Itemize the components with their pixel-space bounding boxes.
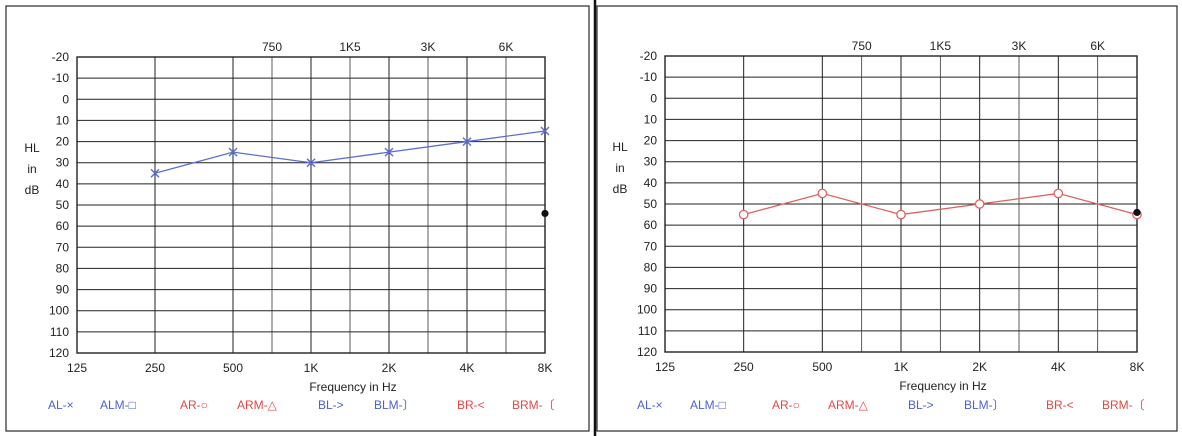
data-point-circle-marker [896,209,906,220]
x-tick-label: 4K [460,361,475,375]
y-axis-label: HL [612,140,628,154]
legend-entry: BRM-〔 [512,398,555,412]
y-tick-label: -20 [640,49,658,63]
x-tick-label: 1K [304,361,319,375]
x-tick-label: 500 [223,361,243,375]
y-tick-label: 30 [56,156,70,170]
x-tick-label: 8K [1130,360,1145,374]
x-tick-label: 125 [67,361,87,375]
y-tick-label: 70 [644,239,658,253]
x-top-tick-label: 6K [1090,39,1105,53]
x-tick-label: 1K [894,360,909,374]
y-tick-label: 120 [49,346,69,360]
y-tick-label: 110 [638,324,657,338]
y-axis-label: dB [25,183,40,197]
x-tick-label: 8K [538,361,553,375]
y-axis-label: HL [24,141,40,155]
x-tick-label: 4K [1051,360,1066,374]
y-tick-label: 20 [56,135,70,149]
y-tick-label: 80 [56,261,70,275]
series-line-al [154,130,546,174]
series-line-ar [743,192,1138,216]
legend-entry: BR-< [1046,398,1074,412]
legend-entry: BRM-〔 [1102,398,1145,412]
plot-border [76,56,546,354]
data-point-circle-marker [738,209,749,220]
x-tick-label: 500 [812,360,832,374]
x-top-tick-label: 1K5 [339,40,361,54]
y-tick-label: 20 [644,134,658,148]
data-point-x-marker [540,126,550,136]
y-tick-label: -20 [52,50,70,64]
y-tick-label: 80 [644,260,658,274]
data-point-circle-marker [974,199,985,209]
legend-entry: BLM-〕 [964,398,1005,412]
panel-frame-1 [5,5,590,432]
x-axis-label: Frequency in Hz [899,379,986,393]
legend-entry: ARM-△ [237,398,278,412]
data-point-circle-marker [817,188,828,199]
y-tick-label: 70 [56,240,70,254]
legend-entry: BR-< [457,398,485,412]
x-top-tick-label: 1K5 [930,39,952,53]
y-axis-label: dB [613,182,628,196]
x-tick-label: 2K [382,361,397,375]
y-tick-label: -10 [52,71,70,85]
y-tick-label: 10 [56,113,70,127]
legend-entry: ARM-△ [828,398,869,412]
data-point-x-marker [228,147,238,157]
x-top-tick-label: 3K [421,40,436,54]
x-top-tick-label: 750 [852,39,872,53]
x-top-tick-label: 3K [1012,39,1027,53]
y-tick-label: 60 [56,219,70,233]
x-tick-label: 125 [655,360,675,374]
y-tick-label: 10 [644,112,658,126]
y-tick-label: 100 [49,304,69,318]
legend-entry: BL-> [318,398,344,412]
x-axis-label: Frequency in Hz [309,380,396,394]
y-tick-label: 50 [644,197,658,211]
data-point-x-marker [462,137,472,147]
y-tick-label: -10 [640,70,658,84]
legend-entry: ALM-□ [100,398,136,412]
y-tick-label: 90 [56,283,70,297]
panel-frame-2 [596,5,1178,432]
x-top-tick-label: 6K [499,40,514,54]
data-point-dot [1133,208,1141,217]
legend-entry: BL-> [908,398,934,412]
x-top-tick-label: 750 [262,40,282,54]
y-axis-label: in [27,162,36,176]
x-tick-label: 250 [734,360,754,374]
y-tick-label: 120 [637,345,657,359]
data-point-circle-marker [1053,188,1064,199]
legend-entry: AL-× [637,398,663,412]
y-tick-label: 100 [637,303,657,317]
plot-border [664,55,1138,353]
y-tick-label: 0 [650,91,657,105]
data-point-dot [541,209,549,218]
y-tick-label: 90 [644,282,658,296]
legend-entry: AR-○ [180,398,208,412]
y-axis-label: in [615,161,624,175]
y-tick-label: 0 [62,92,69,106]
data-point-x-marker [384,147,394,157]
legend-entry: AR-○ [772,398,800,412]
x-tick-label: 250 [145,361,165,375]
y-tick-label: 40 [56,177,70,191]
y-tick-label: 40 [644,176,658,190]
x-tick-label: 2K [972,360,987,374]
data-point-x-marker [150,168,160,178]
y-tick-label: 50 [56,198,70,212]
legend-entry: AL-× [48,398,74,412]
y-tick-label: 60 [644,218,658,232]
y-tick-label: 30 [644,155,658,169]
legend-entry: BLM-〕 [374,398,415,412]
y-tick-label: 110 [50,325,69,339]
legend-entry: ALM-□ [690,398,726,412]
data-point-x-marker [306,158,316,168]
